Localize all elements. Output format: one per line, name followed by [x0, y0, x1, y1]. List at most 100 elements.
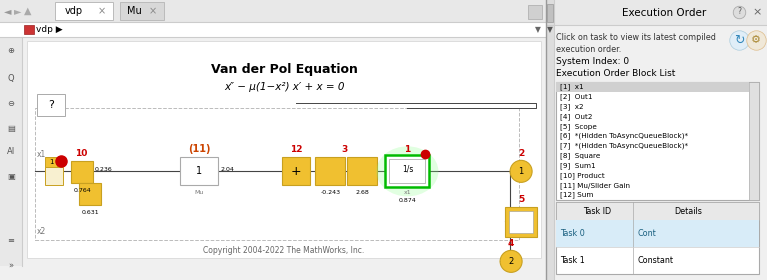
Bar	[509, 211, 533, 233]
Bar	[71, 161, 93, 183]
Text: 5: 5	[518, 195, 524, 204]
Bar	[0, 37, 22, 266]
Bar	[55, 2, 113, 20]
Text: ≡: ≡	[8, 236, 15, 245]
Text: 2: 2	[509, 257, 514, 266]
Text: 1: 1	[196, 166, 202, 176]
Text: »: »	[8, 262, 14, 270]
Bar	[27, 41, 541, 258]
Text: [9]  Sum1: [9] Sum1	[560, 162, 596, 169]
Bar	[546, 0, 554, 280]
Bar	[385, 155, 430, 187]
Text: Details: Details	[674, 207, 702, 216]
Bar	[22, 37, 546, 266]
Text: 3: 3	[341, 145, 347, 154]
Text: ▲: ▲	[25, 6, 31, 16]
Text: [2]  Out1: [2] Out1	[560, 93, 593, 100]
Text: Task 1: Task 1	[560, 256, 585, 265]
Text: 0.236: 0.236	[95, 167, 113, 172]
Ellipse shape	[377, 146, 439, 196]
Text: [6]  *(Hidden ToAsyncQueueBlock)*: [6] *(Hidden ToAsyncQueueBlock)*	[560, 133, 688, 139]
Bar	[556, 202, 759, 220]
Text: ?: ?	[737, 8, 741, 17]
Text: ?: ?	[48, 100, 54, 110]
Text: [11] Mu/Slider Gain: [11] Mu/Slider Gain	[560, 182, 630, 189]
Text: Task 0: Task 0	[560, 229, 585, 238]
Bar	[79, 183, 101, 205]
Bar	[556, 82, 749, 92]
Bar	[45, 167, 63, 185]
Text: 12: 12	[290, 145, 303, 154]
Bar	[120, 2, 164, 20]
Text: ▼: ▼	[535, 25, 541, 34]
Bar	[24, 25, 34, 34]
Text: Click on task to view its latest compiled: Click on task to view its latest compile…	[556, 34, 716, 43]
Text: [8]  Square: [8] Square	[560, 152, 601, 159]
Text: ◄: ◄	[5, 6, 12, 16]
Text: Task ID: Task ID	[583, 207, 611, 216]
Text: [10] Product: [10] Product	[560, 172, 605, 179]
Text: ×: ×	[752, 7, 762, 17]
Text: Execution Order: Execution Order	[623, 8, 706, 18]
Text: Copyright 2004-2022 The MathWorks, Inc.: Copyright 2004-2022 The MathWorks, Inc.	[203, 246, 364, 255]
Bar	[37, 94, 65, 116]
Text: execution order.: execution order.	[556, 45, 621, 53]
Text: vdp: vdp	[65, 6, 83, 16]
Text: [3]  x2: [3] x2	[560, 103, 584, 110]
Bar	[556, 220, 759, 247]
Text: 0.764: 0.764	[73, 188, 91, 193]
Text: [7]  *(Hidden ToAsyncQueueBlock)*: [7] *(Hidden ToAsyncQueueBlock)*	[560, 143, 688, 149]
Text: (11): (11)	[189, 144, 211, 154]
Text: 2: 2	[518, 149, 524, 158]
Text: ▼: ▼	[547, 25, 553, 34]
Text: 1/s: 1/s	[402, 165, 413, 174]
Text: ▤: ▤	[7, 124, 15, 133]
Text: 1: 1	[404, 145, 410, 154]
Bar	[0, 0, 546, 22]
Text: ↻: ↻	[734, 34, 744, 46]
Text: 2.04: 2.04	[221, 167, 235, 172]
Text: 10: 10	[75, 149, 87, 158]
Text: ×: ×	[98, 6, 106, 16]
Text: AI: AI	[7, 147, 15, 156]
Circle shape	[510, 160, 532, 182]
Text: 0.874: 0.874	[399, 198, 416, 203]
Text: vdp ▶: vdp ▶	[36, 25, 63, 34]
Text: Execution Order Block List: Execution Order Block List	[556, 69, 676, 78]
Text: Mu: Mu	[127, 6, 141, 16]
Bar	[556, 202, 759, 274]
Text: ▣: ▣	[7, 172, 15, 181]
Text: 1: 1	[518, 167, 524, 176]
Text: x1: x1	[37, 150, 46, 159]
Bar	[0, 22, 546, 37]
Bar	[556, 82, 759, 200]
Text: Van der Pol Equation: Van der Pol Equation	[211, 62, 357, 76]
Text: [12] Sum: [12] Sum	[560, 192, 594, 199]
Circle shape	[500, 250, 522, 272]
Text: 1: 1	[49, 159, 53, 165]
Text: ⚙: ⚙	[751, 35, 761, 45]
Bar	[45, 157, 57, 167]
Text: x1: x1	[403, 190, 411, 195]
Text: 2.68: 2.68	[356, 190, 369, 195]
Text: [5]  Scope: [5] Scope	[560, 123, 597, 130]
Bar	[315, 157, 345, 185]
Text: -0.243: -0.243	[321, 190, 341, 195]
Bar	[35, 108, 519, 240]
Bar	[347, 157, 377, 185]
Text: ⊖: ⊖	[8, 99, 15, 108]
Text: System Index: 0: System Index: 0	[556, 57, 629, 66]
Bar	[282, 157, 311, 185]
Text: 0.631: 0.631	[81, 210, 99, 215]
Text: Mu: Mu	[194, 190, 203, 195]
Bar	[179, 157, 218, 185]
Bar	[390, 159, 426, 183]
Bar	[546, 0, 767, 25]
Text: x″ − μ(1−x²) x′ + x = 0: x″ − μ(1−x²) x′ + x = 0	[224, 82, 344, 92]
Text: x2: x2	[37, 227, 46, 237]
Text: [1]  x1: [1] x1	[560, 83, 584, 90]
Text: Constant: Constant	[637, 256, 673, 265]
Bar	[749, 82, 759, 200]
Bar	[505, 207, 537, 237]
Text: Q: Q	[8, 74, 15, 83]
